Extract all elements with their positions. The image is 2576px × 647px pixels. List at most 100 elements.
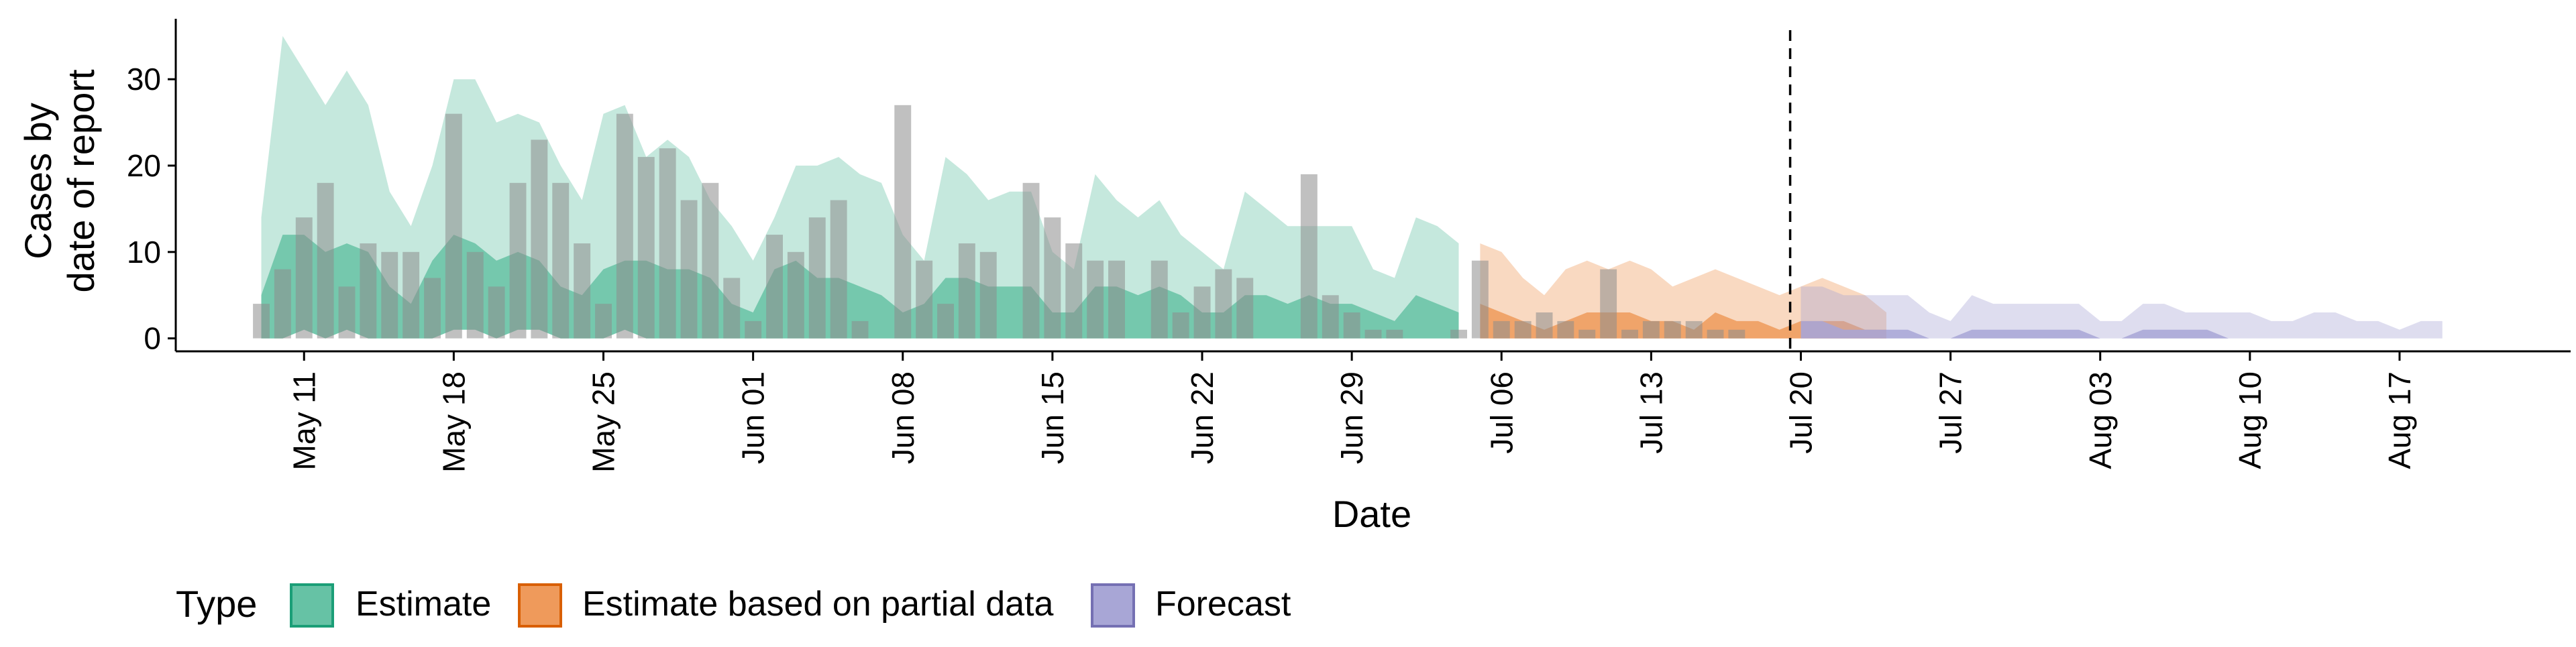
reported-bar [1493, 320, 1510, 339]
reported-bar [1322, 295, 1339, 339]
reported-bar [1536, 312, 1553, 339]
x-tick-label: Jul 06 [1484, 371, 1519, 454]
x-tick-label: May 11 [286, 371, 321, 470]
reported-bar [766, 235, 783, 339]
reported-bar [787, 251, 804, 339]
reported-bar [937, 304, 954, 339]
reported-bar [1685, 320, 1703, 339]
x-tick-label: May 25 [586, 371, 621, 473]
reported-bar [637, 157, 655, 339]
reported-bar [1172, 312, 1189, 339]
reported-bar [360, 243, 377, 339]
reported-bar [894, 105, 912, 339]
reported-bar [574, 243, 591, 339]
legend: Type Estimate Estimate based on partial … [176, 583, 1291, 628]
legend-label-forecast: Forecast [1155, 585, 1291, 624]
x-tick-label: Jul 27 [1933, 371, 1968, 454]
legend-swatch-estimate-partial [518, 583, 562, 628]
x-tick-label: May 18 [436, 371, 471, 473]
y-axis-label-line2: date of report [60, 69, 102, 293]
y-tick-label: 30 [127, 62, 161, 97]
x-tick-label: Jul 13 [1633, 371, 1668, 454]
reported-bar [1707, 329, 1724, 339]
x-tick-label: Jun 01 [736, 371, 771, 464]
reported-bar [1236, 278, 1254, 339]
reported-bar [1471, 260, 1489, 339]
reported-bar [1022, 182, 1040, 339]
reported-bar [317, 182, 334, 339]
reported-bar [274, 269, 291, 339]
y-axis-label-line1: Cases by [17, 103, 59, 259]
reported-bar [1642, 320, 1660, 339]
reported-bar [1193, 286, 1211, 339]
reported-bar [851, 320, 869, 339]
legend-title: Type [176, 583, 257, 625]
reported-bar [1557, 320, 1574, 339]
reported-bar [445, 113, 462, 339]
reported-bar [958, 243, 975, 339]
band-inner-forecast [1801, 320, 2443, 339]
y-tick-label: 20 [127, 148, 161, 183]
x-tick-label: Jun 22 [1185, 371, 1220, 464]
reported-bar [338, 286, 356, 339]
reported-bar [979, 251, 997, 339]
reported-bar [1450, 329, 1467, 339]
reported-bar [1065, 243, 1083, 339]
x-tick-label: Jun 08 [885, 371, 920, 464]
reported-bar [488, 286, 505, 339]
reported-bar [1150, 260, 1168, 339]
reported-bar [916, 260, 933, 339]
reported-bar [381, 251, 398, 339]
reported-bar [402, 251, 420, 339]
reported-bar [1364, 329, 1382, 339]
reported-bar [659, 148, 676, 339]
reported-bar [680, 200, 698, 339]
legend-swatch-forecast [1091, 583, 1135, 628]
reported-bar [1215, 269, 1232, 339]
x-tick-label: Jul 20 [1784, 371, 1819, 454]
legend-swatch-estimate [290, 583, 334, 628]
reported-bar [595, 304, 612, 339]
x-ticks: May 11 May 18 May 25 Jun 01 Jun 08 Jun 15 Jun … [286, 351, 2417, 473]
x-axis-label: Date [1332, 493, 1411, 535]
reported-bar [1728, 329, 1746, 339]
x-tick-label: Aug 03 [2083, 371, 2118, 469]
x-tick-label: Aug 10 [2233, 371, 2267, 469]
reported-bar [1664, 320, 1681, 339]
reported-bar [552, 182, 570, 339]
reported-bar [702, 182, 719, 339]
band-outer-forecast [1801, 286, 2443, 339]
legend-label-estimate-partial: Estimate based on partial data [582, 585, 1054, 624]
reported-bar [616, 113, 633, 339]
y-tick-label: 0 [144, 321, 161, 356]
legend-label-estimate: Estimate [356, 585, 491, 624]
reported-bar [1108, 260, 1125, 339]
reported-bar [466, 251, 484, 339]
reported-bar [1087, 260, 1104, 339]
reported-bar [1578, 329, 1596, 339]
reported-bar [723, 278, 741, 339]
reported-bar [509, 182, 527, 339]
reported-bar [424, 278, 441, 339]
reported-bar [808, 217, 826, 339]
x-tick-label: Jun 15 [1035, 371, 1070, 464]
axes [174, 19, 2571, 353]
reported-bar [1300, 174, 1318, 339]
x-tick-label: Aug 17 [2382, 371, 2417, 469]
reported-bar [745, 320, 762, 339]
reported-bar [253, 304, 270, 339]
reported-bar [531, 139, 548, 339]
reported-bar [1386, 329, 1403, 339]
x-tick-label: Jun 29 [1334, 371, 1369, 464]
reported-bar [1621, 329, 1638, 339]
reported-bar [1044, 217, 1061, 339]
reported-bar [830, 200, 847, 339]
y-tick-label: 10 [127, 235, 161, 270]
reported-bar [1343, 312, 1360, 339]
reported-bar [295, 217, 313, 339]
y-ticks: 0 10 20 30 [127, 62, 176, 356]
reported-bar [1514, 320, 1532, 339]
reported-bar [1600, 269, 1617, 339]
reported-cases-bars [253, 105, 1746, 339]
